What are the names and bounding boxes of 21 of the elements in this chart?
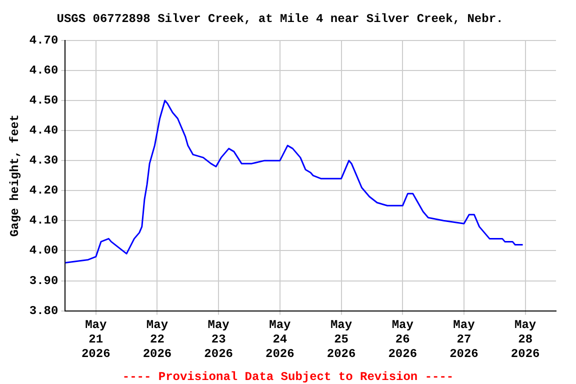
x-tick-label: May 21 2026 xyxy=(81,318,110,361)
x-tick-label: May 23 2026 xyxy=(204,318,233,361)
x-tick-label: May 22 2026 xyxy=(142,318,172,361)
x-tick-label: May 28 2026 xyxy=(510,318,540,361)
y-tick-label: 4.20 xyxy=(29,184,58,198)
y-tick-label: 4.50 xyxy=(29,94,58,108)
chart-title: USGS 06772898 Silver Creek, at Mile 4 near Silver Creek, Nebr. xyxy=(56,12,504,26)
y-axis-title: Gage height, feet xyxy=(8,114,22,237)
y-tick-label: 3.90 xyxy=(29,274,58,288)
x-tick-label: May 25 2026 xyxy=(326,318,356,361)
y-tick-label: 3.80 xyxy=(29,304,58,318)
text: ---- Provisional Data Subject to Revision ---- xyxy=(122,370,454,384)
x-tick-label: May 24 2026 xyxy=(266,318,294,361)
y-tick-label: 4.30 xyxy=(29,154,58,168)
y-tick-label: 4.40 xyxy=(29,124,58,138)
y-tick-label: 4.10 xyxy=(29,214,58,228)
x-tick-label: May 26 2026 xyxy=(388,318,418,361)
y-tick-label: 4.60 xyxy=(29,63,58,78)
y-tick-label: 4.70 xyxy=(29,33,58,48)
y-tick-label: 4.00 xyxy=(29,244,58,258)
x-tick-label: May 27 2026 xyxy=(450,318,478,361)
